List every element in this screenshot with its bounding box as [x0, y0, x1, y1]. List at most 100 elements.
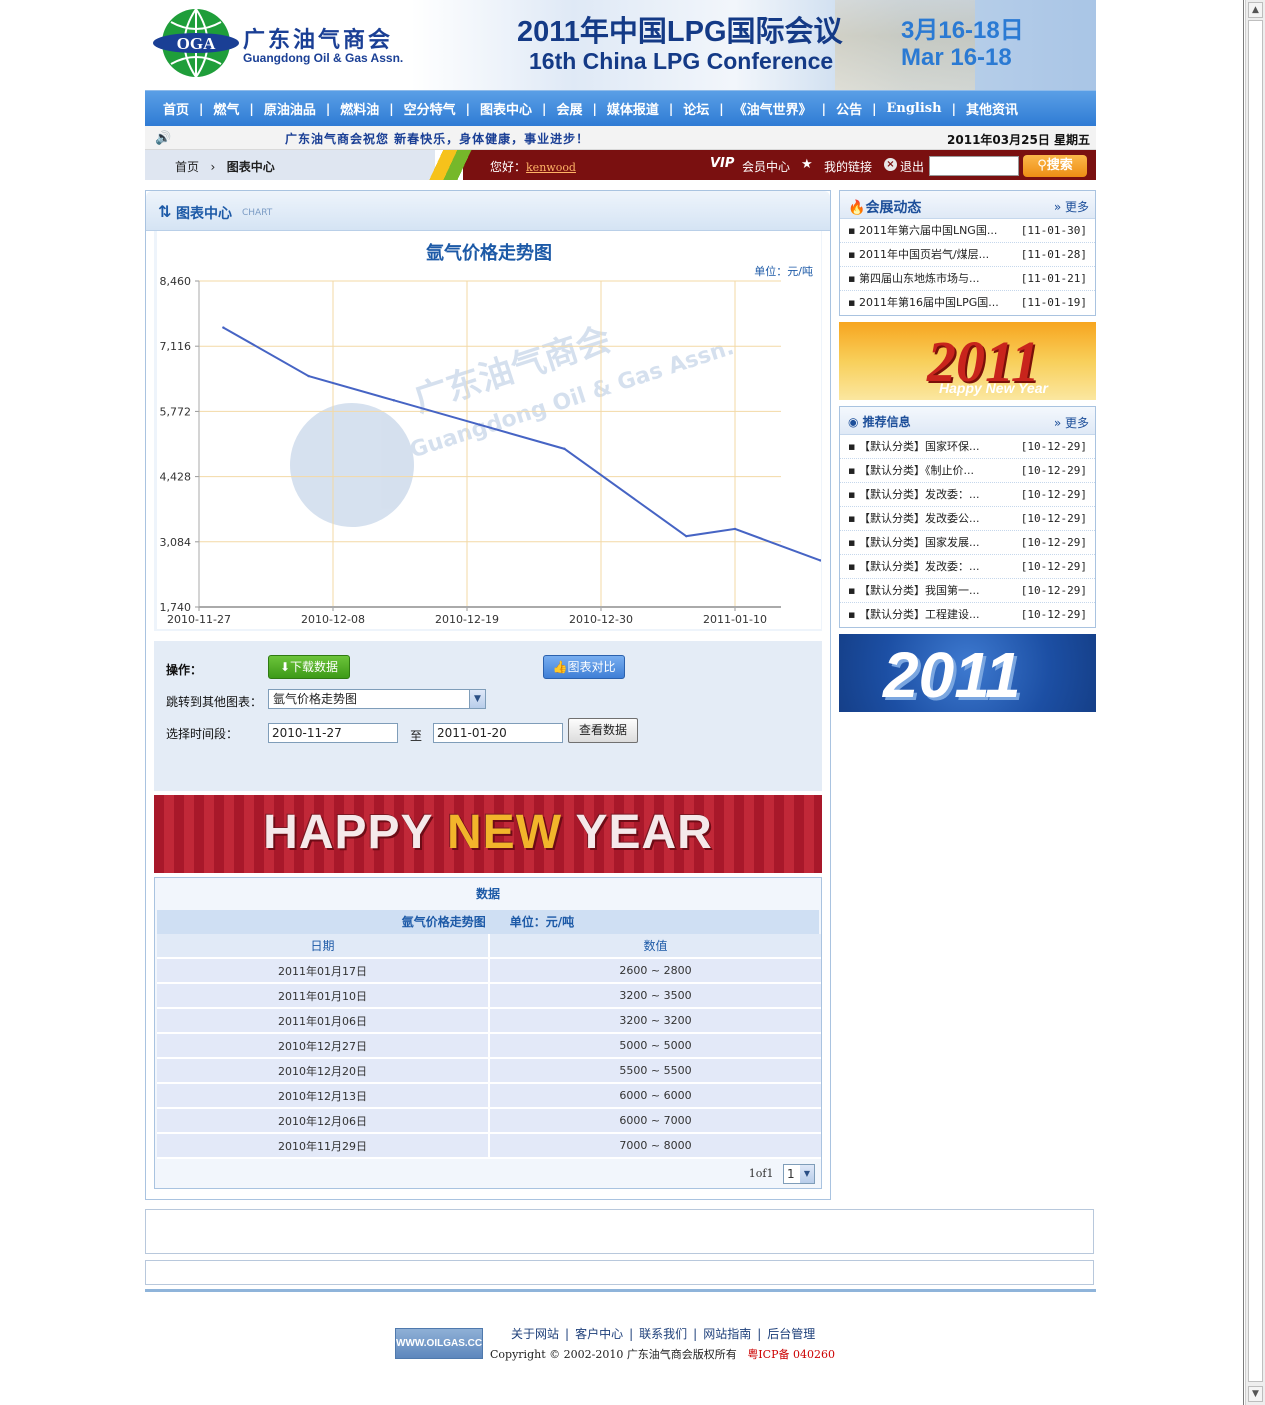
vertical-scrollbar[interactable]: ▲ ▼ [1245, 0, 1265, 1405]
nav-item[interactable]: 燃气 [213, 103, 240, 118]
member-center-link[interactable]: 会员中心 [742, 160, 791, 174]
logo-mark-text: OGA [177, 34, 216, 53]
breadcrumb-home[interactable]: 首页 [175, 160, 200, 174]
search-button[interactable]: ⚲搜索 [1023, 155, 1087, 177]
scroll-down-icon[interactable]: ▼ [1248, 1386, 1263, 1402]
data-caption: 数据 [475, 887, 500, 901]
list-item[interactable]: ▪ 【默认分类】我国第一... [10-12-29] [840, 579, 1095, 603]
nav-item[interactable]: 空分特气 [403, 103, 456, 118]
y-tick-label: 5,772 [160, 405, 192, 418]
footer-link[interactable]: 联系我们 [639, 1327, 688, 1341]
recommended-more-link[interactable]: » 更多 [1054, 414, 1089, 431]
footer-link[interactable]: 后台管理 [767, 1327, 816, 1341]
chevron-down-icon[interactable]: ▼ [800, 1165, 814, 1183]
marquee-message: 广东油气商会祝您 新春快乐，身体健康，事业进步！ [285, 132, 590, 146]
list-item[interactable]: ▪ 2011年中国页岩气/煤层... [11-01-28] [840, 243, 1095, 267]
view-data-button[interactable]: 查看数据 [568, 718, 638, 743]
list-item-title[interactable]: 【默认分类】我国第一... [858, 584, 980, 597]
scroll-thumb[interactable] [1248, 20, 1263, 1382]
list-item-title[interactable]: 【默认分类】发改委公... [858, 512, 980, 525]
oga-logo-icon[interactable]: OGA [153, 6, 239, 80]
list-item-date: [11-01-30] [1020, 224, 1087, 237]
list-item[interactable]: ▪ 【默认分类】发改委公... [10-12-29] [840, 507, 1095, 531]
page: OGA 广东油气商会 Guangdong Oil & Gas Assn. 201… [145, 0, 1096, 1361]
new-year-2011-image[interactable]: 2011 Happy New Year [839, 322, 1096, 400]
flame-icon: 🔥 [848, 200, 866, 216]
recommended-list: ▪ 【默认分类】国家环保... [10-12-29] ▪ 【默认分类】《制止价...… [840, 435, 1095, 627]
list-item-date: [10-12-29] [1020, 560, 1087, 573]
logout-link[interactable]: 退出 [900, 160, 925, 174]
list-item[interactable]: ▪ 2011年第16届中国LPG国... [11-01-19] [840, 291, 1095, 315]
list-item-title[interactable]: 【默认分类】《制止价... [858, 464, 974, 477]
date-to-input[interactable]: 2011-01-20 [433, 723, 563, 743]
list-item-title[interactable]: 2011年中国页岩气/煤层... [858, 248, 990, 261]
footer-logo[interactable]: WWW.OILGAS.CC [395, 1328, 483, 1359]
list-item[interactable]: ▪ 【默认分类】《制止价... [10-12-29] [840, 459, 1095, 483]
chart-compare-button[interactable]: 👍图表对比 [543, 655, 625, 679]
list-item-title[interactable]: 2011年第六届中国LNG国... [858, 224, 998, 237]
nav-item[interactable]: 其他资讯 [965, 103, 1018, 118]
nav-item[interactable]: 论坛 [683, 103, 710, 118]
x-tick-label: 2010-11-27 [167, 613, 231, 626]
list-item[interactable]: ▪ 【默认分类】国家发展... [10-12-29] [840, 531, 1095, 555]
nav-item[interactable]: 图表中心 [480, 103, 533, 118]
nav-item[interactable]: 媒体报道 [606, 103, 659, 118]
table-row: 2010年12月13日 6000 ~ 6000 [157, 1083, 821, 1109]
cell-date: 2010年12月06日 [157, 1108, 490, 1134]
nav-item[interactable]: 会展 [556, 103, 583, 118]
logo-english: Guangdong Oil & Gas Assn. [243, 51, 404, 65]
happy-new-year-banner[interactable]: HAPPY NEW YEAR [154, 795, 822, 873]
nav-item[interactable]: 燃料油 [340, 103, 380, 118]
chevron-down-icon[interactable]: ▼ [469, 690, 485, 708]
list-item-title[interactable]: 【默认分类】发改委：... [858, 488, 980, 501]
greeting-label: 您好： [490, 160, 527, 174]
list-item-title[interactable]: 【默认分类】国家环保... [858, 440, 980, 453]
x-tick-label: 2010-12-19 [435, 613, 499, 626]
chart-select[interactable]: 氩气价格走势图 ▼ [268, 689, 486, 709]
nav-separator: | [821, 101, 827, 116]
empty-box-1 [145, 1209, 1094, 1254]
list-item-title[interactable]: 【默认分类】国家发展... [858, 536, 980, 549]
breadcrumb: 首页 › 图表中心 [175, 158, 275, 175]
footer-link[interactable]: 客户中心 [575, 1327, 624, 1341]
cell-value: 2600 ~ 2800 [489, 958, 821, 984]
list-item[interactable]: ▪ 2011年第六届中国LNG国... [11-01-30] [840, 219, 1095, 243]
nav-item[interactable]: 公告 [836, 103, 863, 118]
list-item[interactable]: ▪ 【默认分类】国家环保... [10-12-29] [840, 435, 1095, 459]
decorative-stripe [415, 150, 495, 180]
list-item-title[interactable]: 【默认分类】工程建设... [858, 608, 980, 621]
list-item[interactable]: ▪ 【默认分类】工程建设... [10-12-29] [840, 603, 1095, 627]
logo-chinese: 广东油气商会 [243, 27, 394, 53]
snowflake-2011-image[interactable]: 2011 [839, 634, 1096, 712]
search-input[interactable] [929, 156, 1019, 176]
page-select[interactable]: 1 ▼ [783, 1164, 815, 1184]
circle-dot-icon: ◉ [848, 415, 859, 429]
list-item-title[interactable]: 2011年第16届中国LPG国... [858, 296, 999, 309]
footer-link[interactable]: 网站指南 [703, 1327, 752, 1341]
download-data-button[interactable]: ⬇下载数据 [268, 655, 350, 679]
my-links-link[interactable]: 我的链接 [824, 160, 873, 174]
expo-more-link[interactable]: » 更多 [1054, 198, 1089, 215]
nav-item[interactable]: 首页 [163, 103, 190, 118]
list-item-title[interactable]: 【默认分类】发改委：... [858, 560, 980, 573]
nav-item[interactable]: English [886, 101, 942, 116]
scroll-up-icon[interactable]: ▲ [1248, 2, 1263, 18]
expo-more-text: 更多 [1064, 200, 1089, 214]
cell-date: 2010年11月29日 [157, 1133, 490, 1159]
icp-number[interactable]: 粤ICP备 040260 [747, 1348, 835, 1361]
y-tick-label: 3,084 [160, 536, 192, 549]
date-from-input[interactable]: 2010-11-27 [268, 723, 398, 743]
username-link[interactable]: kenwood [526, 161, 576, 174]
footer-link[interactable]: 关于网站 [511, 1327, 560, 1341]
chart-title: 氩气价格走势图 [426, 243, 552, 264]
list-item[interactable]: ▪ 【默认分类】发改委：... [10-12-29] [840, 483, 1095, 507]
list-item[interactable]: ▪ 【默认分类】发改委：... [10-12-29] [840, 555, 1095, 579]
list-item[interactable]: ▪ 第四届山东地炼市场与... [11-01-21] [840, 267, 1095, 291]
list-item-title[interactable]: 第四届山东地炼市场与... [858, 272, 980, 285]
operations-label: 操作： [166, 663, 203, 677]
nav-item[interactable]: 《油气世界》 [733, 103, 812, 118]
window-edge [1243, 0, 1244, 1405]
y-tick-label: 8,460 [160, 275, 192, 288]
nav-item[interactable]: 原油油品 [263, 103, 316, 118]
y-tick-label: 4,428 [160, 471, 192, 484]
